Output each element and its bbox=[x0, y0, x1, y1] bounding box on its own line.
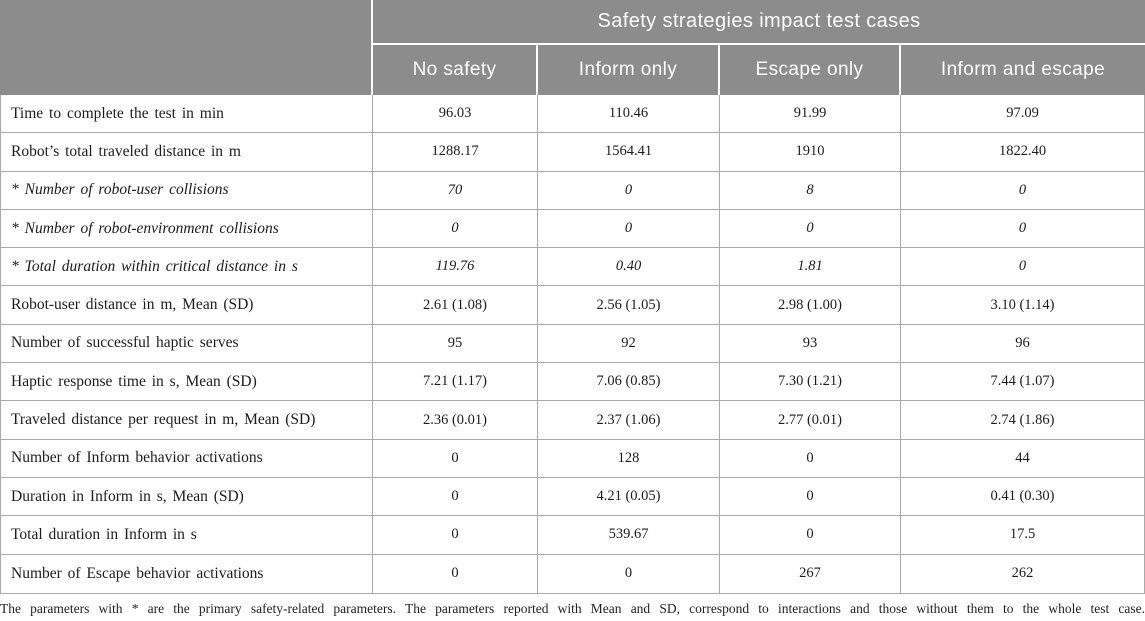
row-label: Time to complete the test in min bbox=[1, 95, 373, 134]
table-cell: 0.40 bbox=[538, 248, 720, 287]
table-cell: 0 bbox=[901, 210, 1144, 249]
column-header-label: Escape only bbox=[755, 59, 864, 80]
row-label: Robot-user distance in m, Mean (SD) bbox=[1, 286, 373, 325]
table-row: Number of Escape behavior activations 0 0 2… bbox=[1, 554, 1144, 593]
table-cell: 0 bbox=[901, 172, 1144, 210]
table-row: * Number of robot-user collisions 70 0 8 0 bbox=[1, 171, 1144, 210]
table-row: Haptic response time in s, Mean (SD) 7.21… bbox=[1, 363, 1144, 402]
table-row: * Number of robot-environment collisions… bbox=[1, 209, 1144, 249]
table-cell: 128 bbox=[538, 439, 720, 478]
table-cell: 95 bbox=[373, 324, 538, 364]
row-label: * Total duration within critical distanc… bbox=[1, 248, 373, 287]
table-cell: 2.61 (1.08) bbox=[373, 286, 538, 325]
table-cell: 2.74 (1.86) bbox=[901, 401, 1144, 440]
table-cell: 2.36 (0.01) bbox=[373, 401, 538, 440]
table-cell: 17.5 bbox=[901, 516, 1144, 555]
table-cell: 7.06 (0.85) bbox=[538, 363, 720, 402]
table-cell: 0 bbox=[720, 516, 901, 555]
column-header-inform-and-escape: Inform and escape bbox=[901, 45, 1145, 95]
table-cell: 0 bbox=[720, 439, 901, 478]
column-header-escape-only: Escape only bbox=[720, 45, 901, 95]
table-row: Number of successful haptic serves 95 92 93… bbox=[1, 324, 1144, 364]
table-cell: 0 bbox=[373, 516, 538, 555]
table-header: Safety strategies impact test cases No s… bbox=[0, 0, 1145, 95]
table-cell: 110.46 bbox=[538, 95, 720, 134]
table-title: Safety strategies impact test cases bbox=[597, 10, 921, 32]
table-cell: 119.76 bbox=[373, 248, 538, 287]
table-cell: 0 bbox=[373, 477, 538, 517]
table-footnote: The parameters with * are the primary sa… bbox=[0, 600, 1145, 616]
table-row: * Total duration within critical distanc… bbox=[1, 248, 1144, 287]
row-label: Number of Escape behavior activations bbox=[1, 554, 373, 593]
table-row: Robot-user distance in m, Mean (SD) 2.61 … bbox=[1, 286, 1144, 325]
row-label: * Number of robot-environment collisions bbox=[1, 209, 373, 249]
table-cell: 44 bbox=[901, 440, 1144, 478]
row-label: Number of successful haptic serves bbox=[1, 324, 373, 364]
table-cell: 0 bbox=[538, 209, 720, 249]
row-label: Traveled distance per request in m, Mean… bbox=[1, 401, 373, 440]
table-row: Number of Inform behavior activations 0 12… bbox=[1, 439, 1144, 478]
table-cell: 0 bbox=[373, 439, 538, 478]
table-cell: 1822.40 bbox=[901, 133, 1144, 172]
table-cell: 96.03 bbox=[373, 95, 538, 134]
row-label: Haptic response time in s, Mean (SD) bbox=[1, 363, 373, 402]
table-row: Time to complete the test in min 96.03 110… bbox=[1, 95, 1144, 134]
table-cell: 7.44 (1.07) bbox=[901, 363, 1144, 402]
table-cell: 0 bbox=[538, 171, 720, 210]
table-row: Duration in Inform in s, Mean (SD) 0 4.21 … bbox=[1, 477, 1144, 517]
table-cell: 2.98 (1.00) bbox=[720, 286, 901, 325]
table-cell: 2.77 (0.01) bbox=[720, 401, 901, 440]
table-cell: 1.81 bbox=[720, 248, 901, 287]
table-cell: 2.56 (1.05) bbox=[538, 286, 720, 325]
row-label: Duration in Inform in s, Mean (SD) bbox=[1, 477, 373, 517]
table-cell: 0 bbox=[373, 209, 538, 249]
table-cell: 539.67 bbox=[538, 516, 720, 555]
column-header-label: Inform and escape bbox=[940, 59, 1106, 80]
row-label: Total duration in Inform in s bbox=[1, 516, 373, 555]
table-body: Time to complete the test in min 96.03 110… bbox=[0, 95, 1145, 594]
table-cell: 262 bbox=[1011, 565, 1034, 582]
table-cell: 92 bbox=[538, 324, 720, 364]
row-label: Number of Inform behavior activations bbox=[1, 439, 373, 478]
table-row: Total duration in Inform in s 0 539.67 0 17.… bbox=[1, 516, 1144, 555]
table-cell: 0 bbox=[720, 477, 901, 517]
table-cell: 1288.17 bbox=[373, 133, 538, 172]
table-row: Traveled distance per request in m, Mean… bbox=[1, 401, 1144, 440]
table-cell: 0 bbox=[720, 209, 901, 249]
table-title-cell: Safety strategies impact test cases bbox=[373, 0, 1145, 45]
table-cell: 97.09 bbox=[901, 95, 1144, 134]
column-header-label: No safety bbox=[412, 59, 497, 80]
table-cell: 267 bbox=[720, 554, 901, 593]
table-cell: 2.37 (1.06) bbox=[538, 401, 720, 440]
row-label: Robot’s total traveled distance in m bbox=[1, 133, 373, 172]
table-cell: 0 bbox=[901, 248, 1144, 287]
table-cell: 96 bbox=[901, 325, 1144, 364]
table-cell: 91.99 bbox=[720, 95, 901, 134]
table-cell: 0 bbox=[373, 554, 538, 593]
table-cell: 7.30 (1.21) bbox=[720, 363, 901, 402]
table-cell: 7.21 (1.17) bbox=[373, 363, 538, 402]
table-cell: 1910 bbox=[720, 133, 901, 172]
column-header-inform-only: Inform only bbox=[538, 45, 720, 95]
table-cell: 0 bbox=[538, 554, 720, 593]
column-header-no-safety: No safety bbox=[373, 45, 538, 95]
table-cell: 1564.41 bbox=[538, 133, 720, 172]
column-header-label: Inform only bbox=[578, 59, 678, 80]
header-corner-cell bbox=[0, 0, 373, 95]
table-cell: 3.10 (1.14) bbox=[901, 286, 1144, 325]
table-cell: 8 bbox=[720, 171, 901, 210]
table-cell: 4.21 (0.05) bbox=[538, 477, 720, 517]
row-label: * Number of robot-user collisions bbox=[1, 171, 373, 210]
table-cell: 0.41 (0.30) bbox=[901, 478, 1144, 517]
table-cell: 70 bbox=[373, 171, 538, 210]
table-cell: 93 bbox=[720, 324, 901, 364]
table-row: Robot’s total traveled distance in m 1288… bbox=[1, 133, 1144, 172]
